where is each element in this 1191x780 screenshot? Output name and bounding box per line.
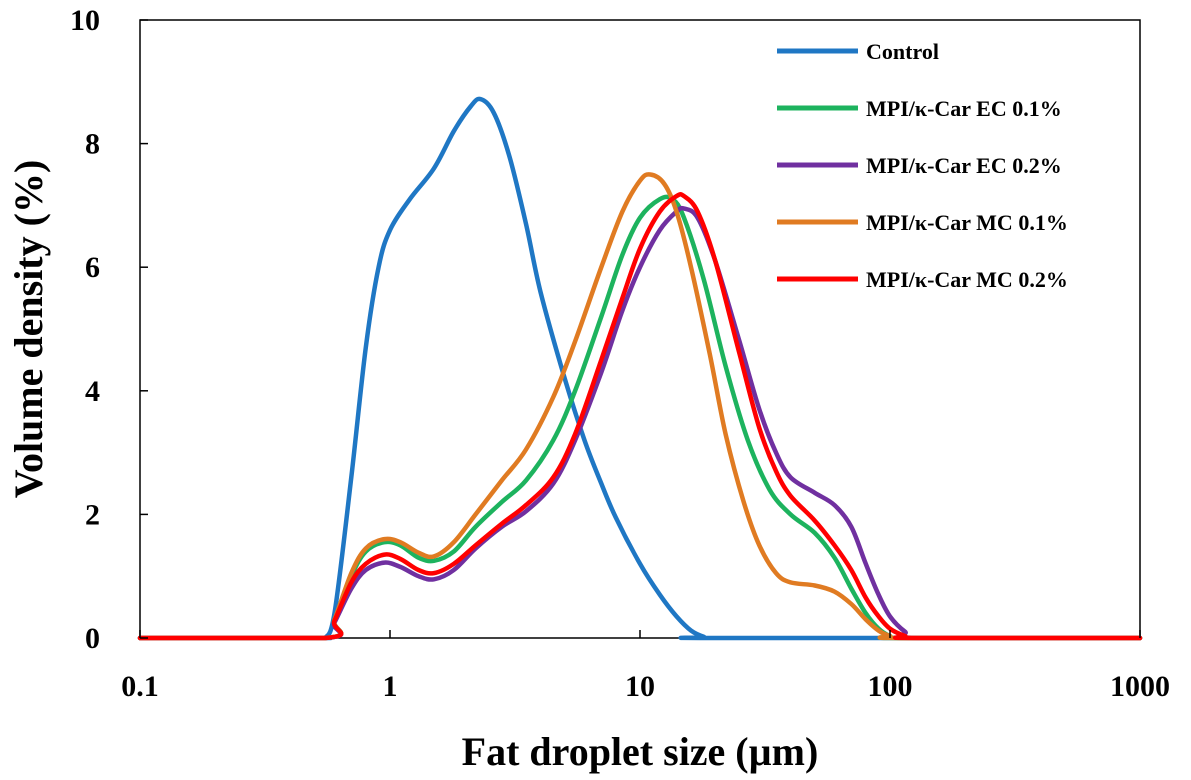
legend-label: MPI/κ-Car MC 0.2% [866, 267, 1068, 292]
x-tick-label: 100 [868, 670, 913, 703]
legend-label: Control [866, 39, 939, 64]
tick-layer: 0 2 4 6 8 10 0.1 1 10 100 1000 [70, 4, 1170, 703]
x-tick-label: 0.1 [121, 670, 159, 703]
series-line-2 [137, 194, 1143, 641]
x-tick-label: 10 [625, 670, 655, 703]
x-axis-title: Fat droplet size (µm) [462, 729, 819, 774]
legend: Control MPI/κ-Car EC 0.1% MPI/κ-Car EC 0.2… [777, 39, 1068, 292]
x-tick-label: 1000 [1110, 670, 1170, 703]
y-tick-label: 10 [70, 4, 100, 37]
series-layer [137, 96, 1143, 641]
y-tick-label: 8 [85, 128, 100, 161]
series-line-3 [137, 205, 1143, 641]
y-tick-label: 6 [85, 251, 100, 284]
legend-label: MPI/κ-Car EC 0.2% [866, 153, 1062, 178]
series-line-1 [137, 96, 1143, 641]
series-line-4 [137, 172, 1143, 641]
y-tick-label: 2 [85, 498, 100, 531]
series-line-5 [137, 192, 1143, 641]
legend-label: MPI/κ-Car MC 0.1% [866, 210, 1068, 235]
y-tick-label: 4 [85, 375, 100, 408]
legend-label: MPI/κ-Car EC 0.1% [866, 96, 1062, 121]
x-tick-label: 1 [383, 670, 398, 703]
y-axis-title: Volume density (%) [6, 160, 51, 499]
y-tick-label: 0 [85, 622, 100, 655]
